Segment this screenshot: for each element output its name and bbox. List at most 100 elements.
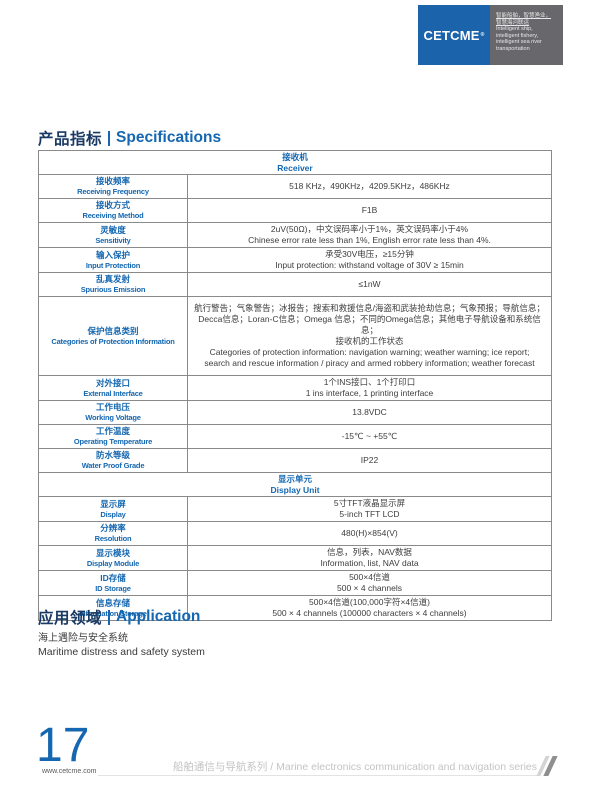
application-body-en: Maritime distress and safety system	[38, 646, 205, 658]
section-header-cn: 显示单元	[277, 474, 312, 484]
spec-table: 接收机 Receiver 接收频率 Receiving Frequency 518 KH…	[38, 150, 552, 621]
spec-label-cn: 工作温度	[95, 426, 130, 436]
company-logo: CETCME ® 智能船舶，智慧渔业， 智慧海河联运 Intelligent sh…	[418, 5, 563, 65]
table-section-row: 接收机 Receiver	[38, 150, 552, 175]
table-row: 对外接口 External Interface 1个INS接口、1个打印口 1 ins…	[38, 375, 552, 401]
spec-value-cell: ≤1nW	[187, 272, 552, 297]
table-section-row: 显示单元 Display Unit	[38, 472, 552, 497]
spec-label-cell: 工作电压 Working Voltage	[38, 400, 188, 425]
spec-label-cn: 显示模块	[95, 547, 130, 558]
spec-label-en: ID Storage	[95, 583, 131, 593]
spec-value-line: F1B	[361, 205, 378, 215]
spec-value-line: 信息，列表，NAV数据	[327, 547, 412, 557]
spec-label-cn: 接收频率	[95, 176, 130, 186]
spec-label-cell: 显示屏 Display	[38, 496, 188, 522]
spec-label-cell: 信息存储 Information Storage	[38, 595, 188, 621]
section-header-cell: 显示单元 Display Unit	[38, 472, 552, 497]
logo-tagline: 智能船舶，智慧渔业， 智慧海河联运 Intelligent ship, inte…	[490, 5, 563, 65]
spec-label-cn: 输入保护	[95, 249, 130, 260]
spec-value-cell: 承受30V电压，≥15分钟 Input protection: withstand…	[187, 247, 552, 273]
spec-value-cell: 500×4信道(100,000字符×4信道) 500 × 4 channels (…	[187, 595, 552, 621]
spec-value-line: 承受30V电压，≥15分钟	[325, 249, 414, 259]
table-row: 保护信息类别 Categories of Protection Informati…	[38, 296, 552, 376]
spec-label-en: Display	[100, 509, 126, 519]
table-row: 分辨率 Resolution 480(H)×854(V)	[38, 521, 552, 546]
spec-value-line: -15℃ ~ +55℃	[341, 431, 398, 441]
spec-label-cn: 灵敏度	[100, 224, 126, 235]
spec-label-cn: ID存储	[100, 572, 126, 583]
spec-value-cell: 13.8VDC	[187, 400, 552, 425]
spec-label-cell: 输入保护 Input Protection	[38, 247, 188, 273]
table-row: 工作温度 Operating Temperature -15℃ ~ +55℃	[38, 424, 552, 449]
spec-table-body: 接收机 Receiver 接收频率 Receiving Frequency 518 KH…	[38, 150, 552, 621]
specifications-heading: 产品指标 Specifications	[38, 127, 221, 149]
page-number: 17	[36, 719, 90, 772]
logo-tagline-cn-line2: 智慧海河联运	[496, 19, 530, 26]
table-row: 显示屏 Display 5寸TFT液晶显示屏 5-inch TFT LCD	[38, 496, 552, 522]
spec-label-cell: 接收频率 Receiving Frequency	[38, 174, 188, 199]
spec-label-cell: 分辨率 Resolution	[38, 521, 188, 546]
table-row: 显示模块 Display Module 信息，列表，NAV数据 Information…	[38, 545, 552, 571]
spec-value-cell: -15℃ ~ +55℃	[187, 424, 552, 449]
spec-label-en: Spurious Emission	[80, 285, 146, 294]
spec-label-en: Resolution	[94, 534, 132, 543]
logo-tagline-en-line2: intelligent fishery,	[496, 32, 539, 39]
spec-label-en: Operating Temperature	[73, 437, 153, 446]
spec-label-cell: 防水等级 Water Proof Grade	[38, 448, 188, 473]
spec-value-line: Input protection: withstand voltage of 3…	[275, 260, 464, 270]
logo-tagline-en-line4: transportation	[496, 45, 530, 52]
table-row: ID存储 ID Storage 500×4信道 500 × 4 channels	[38, 570, 552, 596]
section-header-en: Receiver	[277, 162, 313, 173]
spec-value-line: 5-inch TFT LCD	[339, 509, 400, 519]
spec-value-cell: 500×4信道 500 × 4 channels	[187, 570, 552, 596]
spec-value-cell: F1B	[187, 198, 552, 223]
table-row: 防水等级 Water Proof Grade IP22	[38, 448, 552, 473]
spec-label-cell: 乱真发射 Spurious Emission	[38, 272, 188, 297]
spec-label-en: External Interface	[83, 388, 143, 398]
section-header-cell: 接收机 Receiver	[38, 150, 552, 175]
spec-label-cell: 显示模块 Display Module	[38, 545, 188, 571]
logo-tagline-en-line3: intelligent sea river	[496, 39, 542, 46]
spec-label-cn: 乱真发射	[95, 274, 130, 284]
spec-label-cn: 信息存储	[95, 597, 130, 608]
spec-value-line: 500×4信道(100,000字符×4信道)	[309, 597, 430, 607]
spec-value-line: search and rescue information / piracy a…	[204, 358, 535, 368]
spec-value-line: 1 ins interface, 1 printing interface	[305, 388, 434, 398]
spec-label-cell: 对外接口 External Interface	[38, 375, 188, 401]
table-row: 乱真发射 Spurious Emission ≤1nW	[38, 272, 552, 297]
spec-value-cell: 480(H)×854(V)	[187, 521, 552, 546]
spec-value-line: 13.8VDC	[352, 407, 387, 417]
spec-value-line: 2uV(50Ω)，中文误码率小于1%，英文误码率小于4%	[270, 224, 469, 234]
application-heading: 应用领域 Application	[38, 606, 200, 628]
section-header-cn: 接收机	[282, 152, 308, 162]
spec-label-cell: 保护信息类别 Categories of Protection Informati…	[38, 296, 188, 376]
table-row: 工作电压 Working Voltage 13.8VDC	[38, 400, 552, 425]
spec-value-line: 500 × 4 channels	[337, 583, 402, 593]
application-body-cn: 海上遇险与安全系统	[38, 633, 128, 644]
spec-value-line: Decca信息；Loran-C信息；Omega 信息；不同的Omega信息；其他…	[198, 314, 541, 335]
logo-tagline-cn-line1: 智能船舶，智慧渔业，	[496, 13, 552, 19]
spec-label-cn: 接收方式	[95, 200, 130, 210]
table-row: 接收方式 Receiving Method F1B	[38, 198, 552, 223]
spec-label-cn: 保护信息类别	[87, 325, 139, 336]
spec-value-line: 1个INS接口、1个打印口	[323, 377, 416, 387]
spec-label-cell: ID存储 ID Storage	[38, 570, 188, 596]
spec-value-line: Chinese error rate less than 1%, English…	[248, 235, 491, 245]
table-row: 灵敏度 Sensitivity 2uV(50Ω)，中文误码率小于1%，英文误码率小于…	[38, 222, 552, 248]
spec-label-en: Water Proof Grade	[81, 461, 145, 470]
spec-value-cell: IP22	[187, 448, 552, 473]
spec-value-cell: 信息，列表，NAV数据 Information, list, NAV data	[187, 545, 552, 571]
table-row: 信息存储 Information Storage 500×4信道(100,000字符…	[38, 595, 552, 621]
table-row: 输入保护 Input Protection 承受30V电压，≥15分钟 Input p…	[38, 247, 552, 273]
spec-value-line: 518 KHz，490KHz，4209.5KHz，486KHz	[289, 181, 450, 191]
spec-value-cell: 5寸TFT液晶显示屏 5-inch TFT LCD	[187, 496, 552, 522]
spec-value-line: ≤1nW	[358, 279, 381, 289]
spec-value-line: 接收机的工作状态	[335, 336, 404, 346]
specifications-heading-en: Specifications	[116, 129, 222, 146]
series-title: 船舶通信与导航系列 / Marine electronics communica…	[172, 761, 537, 773]
spec-value-cell: 航行警告；气象警告；冰报告；搜索和救援信息/海盗和武装抢劫信息；气象预报；导航信…	[187, 296, 552, 376]
footer-rule	[98, 775, 538, 776]
application-body: 海上遇险与安全系统 Maritime distress and safety s…	[38, 632, 205, 659]
spec-value-line: 480(H)×854(V)	[341, 528, 398, 538]
